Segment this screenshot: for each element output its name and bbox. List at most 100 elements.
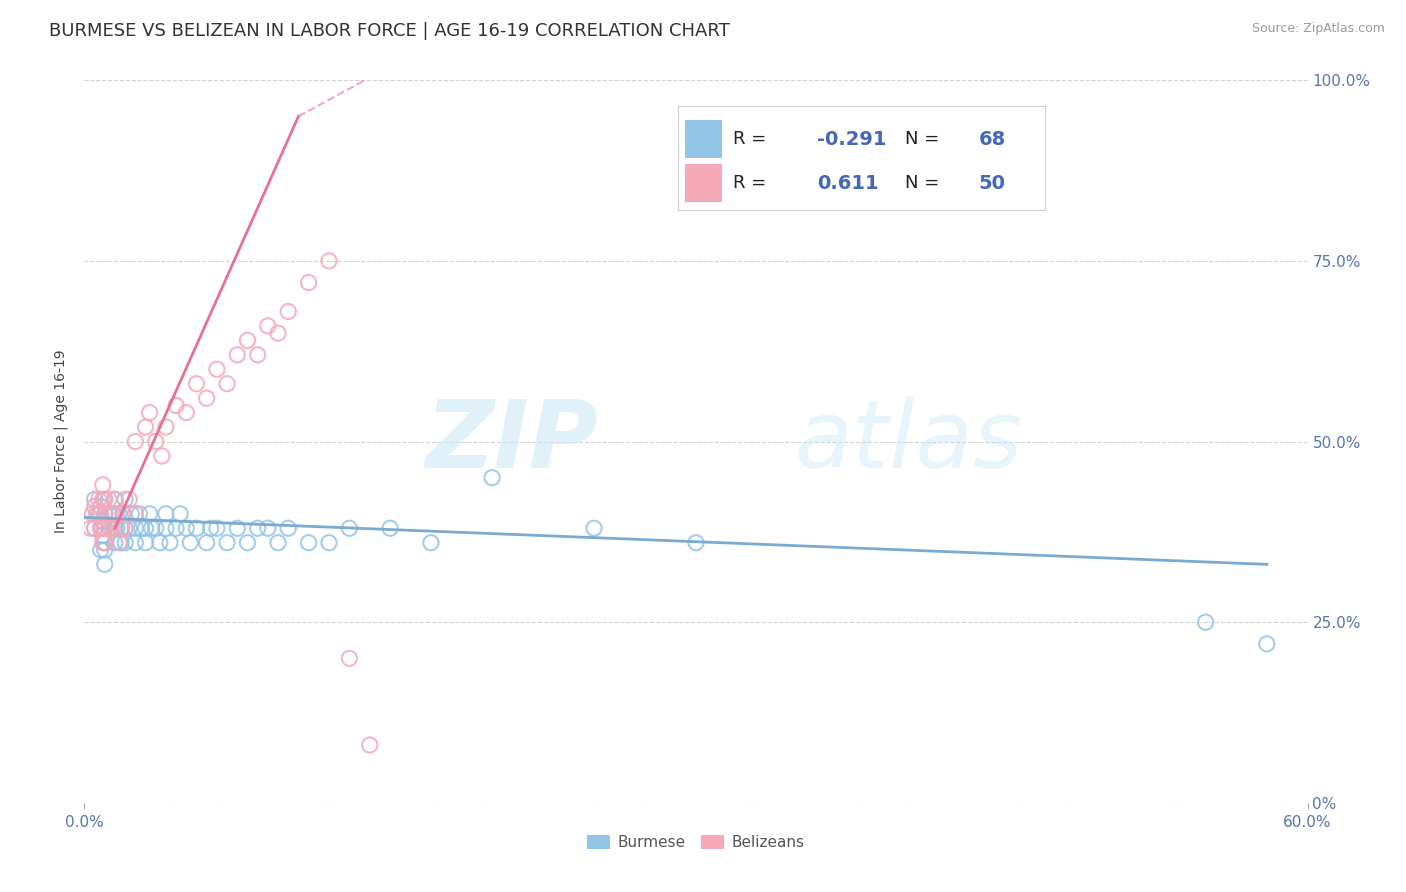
Point — [104, 492, 127, 507]
Point — [1256, 637, 1278, 651]
Text: atlas: atlas — [794, 396, 1022, 487]
Point — [91, 528, 114, 542]
Point — [90, 500, 112, 514]
Point — [91, 514, 114, 528]
Point — [90, 542, 112, 557]
Point — [87, 507, 110, 521]
Point — [217, 376, 239, 391]
Point — [87, 492, 110, 507]
Point — [236, 334, 259, 348]
Point — [124, 507, 146, 521]
Point — [186, 376, 208, 391]
Point — [114, 521, 136, 535]
Point — [246, 348, 269, 362]
Point — [131, 521, 153, 535]
Point — [583, 521, 606, 535]
Point — [149, 535, 172, 549]
Point — [195, 535, 218, 549]
Point — [420, 535, 443, 549]
Text: ZIP: ZIP — [425, 395, 598, 488]
Point — [93, 492, 115, 507]
Point — [83, 500, 105, 514]
Point — [97, 521, 120, 535]
Point — [79, 521, 101, 535]
Point — [114, 535, 136, 549]
Point — [150, 449, 173, 463]
Point — [124, 521, 146, 535]
Point — [277, 521, 299, 535]
Point — [318, 535, 340, 549]
Point — [120, 507, 142, 521]
Point — [100, 521, 122, 535]
Point — [141, 521, 163, 535]
Point — [174, 406, 197, 420]
Point — [685, 535, 707, 549]
Point — [108, 507, 131, 521]
Point — [97, 492, 120, 507]
Point — [128, 507, 150, 521]
Point — [91, 492, 114, 507]
Point — [91, 521, 114, 535]
Point — [101, 521, 124, 535]
Point — [97, 507, 120, 521]
Point — [86, 507, 108, 521]
Point — [108, 535, 131, 549]
Point — [104, 521, 127, 535]
Point — [339, 651, 361, 665]
Point — [110, 521, 132, 535]
Point — [298, 535, 321, 549]
Text: BURMESE VS BELIZEAN IN LABOR FORCE | AGE 16-19 CORRELATION CHART: BURMESE VS BELIZEAN IN LABOR FORCE | AGE… — [49, 22, 730, 40]
Point — [93, 558, 115, 572]
Point — [135, 535, 157, 549]
Point — [91, 478, 114, 492]
Point — [91, 535, 114, 549]
Point — [257, 521, 280, 535]
Point — [104, 535, 127, 549]
Point — [145, 434, 167, 449]
Point — [105, 521, 128, 535]
Point — [1195, 615, 1218, 630]
Point — [481, 470, 503, 484]
Point — [83, 521, 105, 535]
Point — [267, 535, 290, 549]
Point — [90, 521, 112, 535]
Point — [267, 326, 290, 340]
Point — [118, 521, 141, 535]
Point — [93, 535, 115, 549]
Point — [82, 507, 104, 521]
Point — [165, 398, 187, 412]
Point — [236, 535, 259, 549]
Point — [135, 521, 157, 535]
Point — [83, 521, 105, 535]
Point — [169, 507, 191, 521]
Point — [114, 521, 136, 535]
Point — [257, 318, 280, 333]
Point — [124, 434, 146, 449]
Point — [93, 492, 115, 507]
Point — [205, 521, 228, 535]
Point — [110, 521, 132, 535]
Point — [124, 535, 146, 549]
Point — [380, 521, 402, 535]
Point — [165, 521, 187, 535]
Point — [174, 521, 197, 535]
Point — [246, 521, 269, 535]
Text: Source: ZipAtlas.com: Source: ZipAtlas.com — [1251, 22, 1385, 36]
Point — [112, 507, 135, 521]
Legend: Burmese, Belizeans: Burmese, Belizeans — [581, 830, 811, 856]
Point — [112, 507, 135, 521]
Point — [179, 535, 201, 549]
Point — [83, 492, 105, 507]
Point — [226, 348, 249, 362]
Point — [155, 521, 177, 535]
Point — [277, 304, 299, 318]
Point — [93, 535, 115, 549]
Point — [195, 391, 218, 405]
Y-axis label: In Labor Force | Age 16-19: In Labor Force | Age 16-19 — [53, 350, 69, 533]
Point — [145, 521, 167, 535]
Point — [359, 738, 381, 752]
Point — [205, 362, 228, 376]
Point — [135, 420, 157, 434]
Point — [90, 507, 112, 521]
Point — [186, 521, 208, 535]
